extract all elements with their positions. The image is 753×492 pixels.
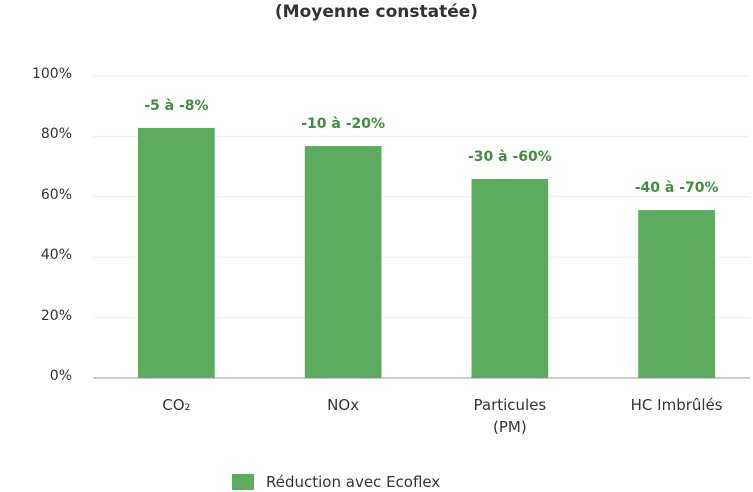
annotation: -5 à -8% [144,97,209,114]
legend-swatch [232,474,254,490]
y-tick-label: 100% [31,66,72,82]
y-tick-label: 80% [40,126,72,143]
chart-title: (Moyenne constatée) [274,2,479,22]
legend: Réduction avec Ecoflex [232,473,440,491]
bar [471,178,549,378]
x-tick-label: Particules (PM) [473,396,547,436]
annotation: -40 à -70% [634,180,719,197]
y-tick-label: 20% [40,307,72,324]
y-tick-label: 40% [40,247,72,264]
bar [138,127,215,378]
x-tick-label: HC Imbrûlés [630,396,723,414]
legend-label: Réduction avec Ecoflex [266,473,441,491]
bar [638,210,715,378]
annotation: -10 à -20% [301,116,386,133]
bar [304,146,382,378]
x-tick-label: NOx [327,396,360,414]
x-tick-label: CO₂ [162,396,191,414]
annotation: -30 à -60% [467,148,552,165]
y-tick-label: 0% [49,368,72,384]
y-tick-label: 60% [40,186,72,203]
